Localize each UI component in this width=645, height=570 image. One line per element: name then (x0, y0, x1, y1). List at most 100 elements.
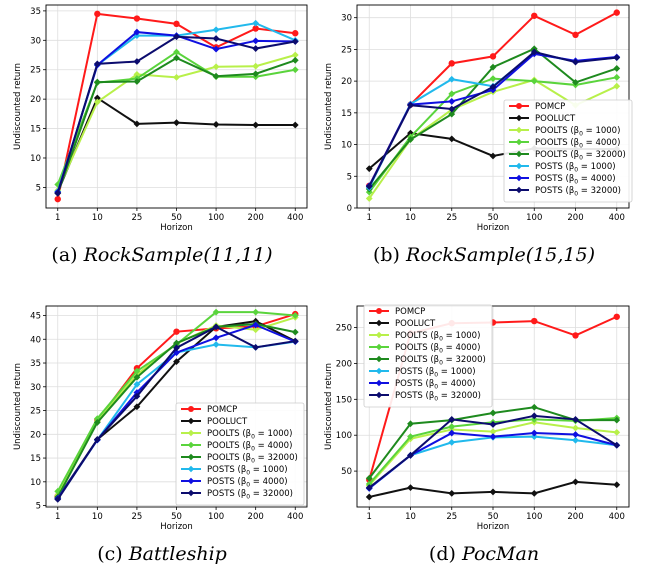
data-point (489, 75, 497, 82)
y-tick-label: 30 (30, 383, 41, 393)
data-point (291, 66, 299, 74)
legend-marker (187, 429, 195, 437)
x-tick-label: 25 (132, 512, 143, 522)
x-tick-label: 1 (55, 213, 60, 223)
legend-marker (187, 453, 195, 461)
y-tick-label: 50 (341, 467, 352, 477)
data-point (530, 429, 538, 437)
x-tick-label: 1 (367, 512, 372, 522)
legend-marker (515, 150, 523, 158)
data-point (173, 48, 180, 56)
legend-label: POOLUCT (395, 319, 436, 329)
data-point (173, 20, 180, 28)
legend-label: POMCP (207, 405, 237, 415)
data-point (407, 136, 414, 143)
y-tick-label: 25 (30, 407, 41, 417)
data-point (407, 420, 414, 428)
legend-label: POSTS (β0 = 1000) (395, 367, 476, 379)
data-point (572, 78, 579, 86)
y-tick-label: 10 (30, 478, 41, 488)
caption-letter: (b) (372, 244, 400, 266)
data-point (252, 343, 260, 351)
data-point (365, 195, 373, 202)
legend-label: POMCP (535, 102, 565, 112)
data-point (212, 63, 220, 71)
legend-marker (375, 331, 383, 339)
data-point (133, 58, 141, 65)
data-point (572, 58, 579, 66)
y-tick-label: 25 (341, 45, 352, 55)
data-point (252, 321, 260, 329)
y-tick-label: 20 (30, 95, 41, 105)
legend-label: POOLUCT (535, 114, 576, 124)
data-point (133, 392, 141, 400)
y-tick-label: 150 (336, 395, 352, 405)
legend-marker (375, 343, 383, 351)
series-pooluct (365, 478, 621, 501)
y-tick-label: 100 (336, 431, 352, 441)
data-point (173, 119, 180, 127)
caption-name: Battleship (128, 543, 227, 565)
x-tick-label: 50 (171, 512, 182, 522)
data-point (530, 416, 538, 423)
data-point (93, 60, 101, 68)
data-point (93, 78, 101, 86)
legend-label: POSTS (β0 = 4000) (535, 174, 616, 186)
y-tick-label: 30 (30, 36, 41, 46)
data-point (448, 489, 456, 497)
data-point (530, 412, 538, 420)
x-tick-label: 100 (526, 213, 542, 223)
data-point (252, 121, 260, 129)
legend-label: POSTS (β0 = 32000) (535, 186, 621, 198)
data-point (613, 9, 620, 16)
data-point (489, 488, 497, 496)
data-point (173, 54, 180, 62)
legend-marker (515, 126, 523, 134)
data-point (572, 436, 579, 444)
data-point (212, 72, 220, 80)
legend-label: POSTS (β0 = 4000) (207, 477, 288, 489)
data-point (613, 65, 621, 72)
data-point (530, 48, 538, 56)
x-tick-label: 50 (171, 213, 182, 223)
legend-marker (375, 319, 383, 327)
data-point (173, 33, 180, 41)
data-point (212, 121, 220, 128)
data-point (291, 337, 299, 345)
legend-label: POOLTS (β0 = 4000) (207, 441, 292, 453)
data-point (489, 421, 497, 428)
data-point (448, 135, 456, 143)
data-point (613, 481, 621, 489)
x-tick-label: 100 (526, 512, 542, 522)
data-point (93, 436, 101, 443)
data-point (365, 165, 373, 173)
caption-letter: (a) (51, 244, 78, 266)
data-point (530, 489, 538, 497)
data-point (489, 83, 497, 91)
data-point (133, 120, 141, 128)
data-point (252, 25, 259, 32)
data-point (252, 70, 260, 78)
data-point (173, 349, 180, 356)
legend-marker (188, 406, 194, 412)
y-axis-label: Undiscounted return (324, 63, 334, 150)
legend-label: POOLUCT (207, 417, 248, 427)
y-tick-label: 30 (341, 14, 352, 24)
data-point (133, 71, 141, 78)
legend-label: POOLTS (β0 = 32000) (207, 453, 298, 465)
data-point (291, 51, 299, 59)
x-tick-label: 10 (92, 512, 103, 522)
data-point (365, 480, 373, 488)
y-tick-label: 0 (347, 204, 352, 214)
legend-marker (515, 174, 523, 182)
data-point (292, 30, 299, 37)
data-point (252, 45, 260, 52)
data-point (407, 433, 414, 441)
x-tick-label: 10 (405, 213, 416, 223)
legend-marker (375, 379, 383, 387)
legend-label: POOLTS (β0 = 32000) (535, 150, 626, 162)
x-tick-label: 25 (446, 213, 457, 223)
data-point (93, 94, 101, 102)
